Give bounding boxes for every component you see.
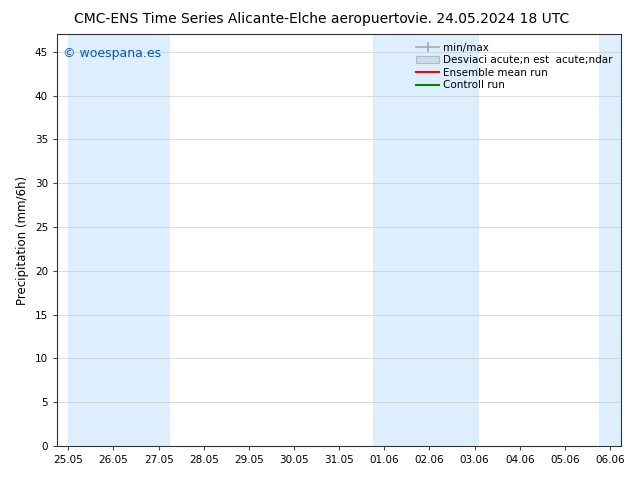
Text: vie. 24.05.2024 18 UTC: vie. 24.05.2024 18 UTC bbox=[407, 12, 569, 26]
Bar bbox=[373, 34, 479, 446]
Legend: min/max, Desviaci acute;n est  acute;ndar, Ensemble mean run, Controll run: min/max, Desviaci acute;n est acute;ndar… bbox=[413, 40, 616, 94]
Bar bbox=[598, 34, 621, 446]
Text: CMC-ENS Time Series Alicante-Elche aeropuerto: CMC-ENS Time Series Alicante-Elche aerop… bbox=[74, 12, 408, 26]
Text: © woespana.es: © woespana.es bbox=[63, 47, 161, 60]
Y-axis label: Precipitation (mm/6h): Precipitation (mm/6h) bbox=[16, 175, 29, 305]
Bar bbox=[68, 34, 170, 446]
